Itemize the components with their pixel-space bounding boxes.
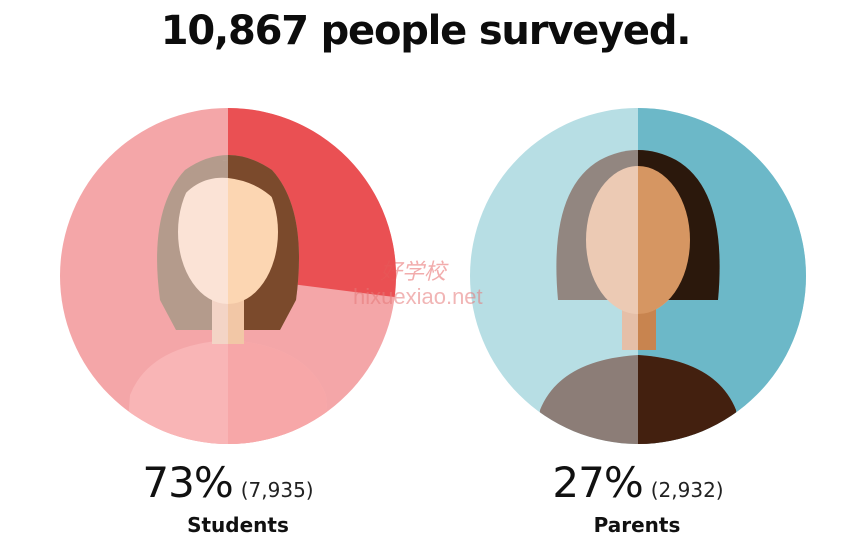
parents-pie — [470, 108, 806, 444]
female-student-avatar-icon — [126, 155, 330, 444]
watermark-url: hixuexiao.net — [353, 284, 483, 309]
students-percent: 73% — [142, 458, 233, 507]
parents-percent: 27% — [552, 458, 643, 507]
students-stat: 73% (7,935) — [78, 458, 378, 507]
parents-stat: 27% (2,932) — [488, 458, 788, 507]
students-label: Students — [187, 513, 289, 537]
students-pie — [60, 108, 397, 444]
page-title: 10,867 people surveyed. — [160, 8, 692, 54]
students-count: (7,935) — [240, 478, 314, 502]
parents-label: Parents — [593, 513, 681, 537]
female-parent-avatar-icon — [536, 150, 740, 444]
parents-count: (2,932) — [650, 478, 724, 502]
watermark-cn: 好学校 — [380, 260, 447, 285]
